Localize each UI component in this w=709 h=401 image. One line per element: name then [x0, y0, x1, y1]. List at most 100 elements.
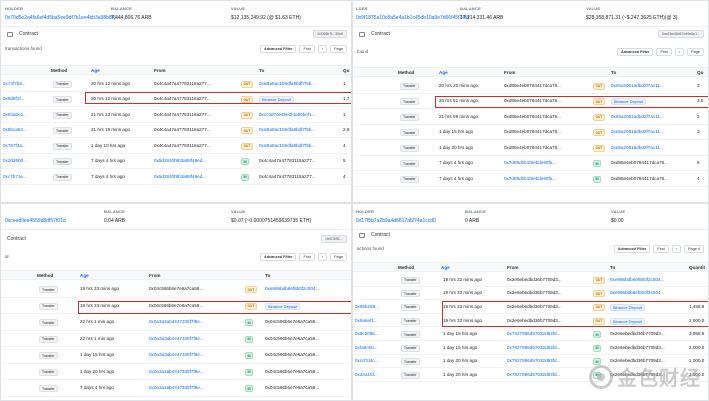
prev-page-button[interactable]: ‹ [671, 244, 681, 253]
contract-pill[interactable]: 0xD56b7f...30e8 [313, 30, 347, 38]
tx-to[interactable]: 0x04c566b6e7e6a7ca59... [265, 385, 320, 391]
tx-from[interactable]: 0x7927896d97032d83fd... [507, 371, 561, 377]
tx-from[interactable]: 0x2e6ebedbd36b7709d3... [507, 276, 562, 282]
tx-to[interactable]: 0x2e6ebedbd36b7709d3... [610, 358, 665, 364]
tx-from[interactable]: 0x0a3a3ab4447335f7f8e... [149, 335, 204, 341]
tx-hash-link[interactable]: 0x2d26b0... [3, 158, 28, 164]
tab-contract[interactable]: Contract [19, 31, 38, 37]
tx-to[interactable]: 0x04c566b6e7e6a7ca59... [265, 368, 320, 374]
col-age[interactable]: Age [439, 70, 448, 75]
tx-to[interactable]: 0xe5a2061adbd2f7ac11... [611, 82, 664, 88]
balance-value: 17,214,331.46 ARB [460, 15, 504, 21]
tx-hash-link[interactable]: 0x5cb08b... [355, 331, 379, 337]
tx-from[interactable]: 0x2e6ebedbd36b7709d3... [507, 290, 562, 296]
tx-from[interactable]: 0x5d2840f9b3a88f49ed... [154, 158, 207, 164]
prev-page-button[interactable]: ‹ [317, 44, 328, 53]
tx-to[interactable]: 0xe5a2061adbd2f7ac11... [611, 113, 664, 119]
prev-page-button[interactable]: ‹ [674, 47, 685, 56]
tx-to[interactable]: 0xe986bdb6ef8b0f2c504... [610, 290, 665, 296]
tx-from[interactable]: 0x4c4a47a47783118a277... [154, 127, 211, 133]
tx-to[interactable]: 0x2e6ebedbd36b7709d3... [610, 371, 665, 377]
tx-from[interactable]: 0x7927896d97032d83fd... [507, 358, 561, 364]
tx-to[interactable]: 0xe986bdb6ef8b0f2c504... [610, 276, 665, 282]
tx-from[interactable]: 0x2e6ebedbd36b7709d3... [507, 317, 562, 323]
tx-hash-link[interactable]: 0xcd7d4c... [355, 358, 379, 364]
tx-hash-link[interactable]: 0x9a6ef1... [355, 317, 378, 323]
tx-hash-link[interactable]: 0xfa8c50... [355, 344, 378, 350]
tx-to[interactable]: Binance Deposit [610, 303, 646, 311]
tx-to[interactable]: 0xe5a2061adbd2f7ac11... [611, 129, 664, 135]
tx-to[interactable]: 0xd85e4eb0784417dca76... [611, 175, 668, 181]
tx-to[interactable]: 0xd85e4eb0784417dca76... [611, 160, 668, 166]
tx-to[interactable]: 0x2e6ebedbd36b7709d3... [610, 331, 665, 337]
tx-from[interactable]: 0xd85e4eb0784417dca76... [504, 129, 561, 135]
contract-pill[interactable]: 0x9C83C... [321, 235, 347, 243]
tx-hash-link[interactable]: 0x63abe1... [3, 111, 28, 117]
tx-to[interactable]: 0xe5a2061adbd2f7ac11... [611, 144, 664, 150]
col-age[interactable]: Age [80, 273, 89, 278]
tx-to[interactable]: Binance Deposit [259, 96, 295, 104]
tx-hash-link[interactable]: 0x767f3a... [3, 142, 26, 148]
tx-from[interactable]: 0x7927896d97032d83fd... [507, 331, 561, 337]
tx-to[interactable]: 0x04c566b6e7e6a7ca59... [265, 352, 320, 358]
tx-hash-link[interactable]: 0x2ea1fd... [355, 371, 378, 377]
tx-from[interactable]: 0x0a3a3ab4447335f7f8e... [149, 352, 204, 358]
tx-from[interactable]: 0xd85e4eb0784417dca76... [504, 113, 561, 119]
tx-from[interactable]: 0x5d2840f9b3a88f49ed... [154, 173, 207, 179]
tx-from[interactable]: 0x4c4a47a47783118a277... [154, 80, 211, 86]
first-page-button[interactable]: First [299, 252, 315, 261]
tx-to[interactable]: 0xeBa8ac1b9dfa8bdf7f5b... [259, 127, 316, 133]
tx-from[interactable]: 0x7d89d2b1f6ebde80fe... [504, 175, 557, 181]
tx-from[interactable]: 0x2e6ebedbd36b7709d3... [507, 303, 562, 309]
tx-hash-link[interactable]: 0x98b289... [355, 303, 380, 309]
tx-to[interactable]: 0xe986bdb6ef8b0f2c504... [265, 286, 320, 292]
tab-contract[interactable]: Contract [371, 232, 390, 238]
tx-from[interactable]: 0x4c4a47a47783118a277... [154, 96, 211, 102]
tx-to[interactable]: Binance Deposit [610, 317, 646, 325]
holder-address[interactable]: 0x17f5b7a2b9a4d6817af274a1ccd0 [356, 218, 436, 224]
tx-from[interactable]: 0x0a3a3ab4447335f7f8e... [149, 368, 204, 374]
tx-to[interactable]: 0x04c566b6e7e6a7ca59... [265, 335, 320, 341]
tx-to[interactable]: 0xeBa8ac1b9dfa8bdf7f5b... [259, 142, 316, 148]
holder-address[interactable]: 0xceed9ee4559d8df57f01d [5, 218, 66, 224]
tx-hash-link[interactable]: 0x9d8f1f... [3, 96, 25, 102]
tx-from[interactable]: 0x7927896d97032d83fd... [507, 344, 561, 350]
tx-from[interactable]: 0x4c4a47a47783118a277... [154, 142, 211, 148]
first-page-button[interactable]: First [653, 244, 669, 253]
tx-from[interactable]: 0x04c566b6e7e6a7ca59... [149, 302, 204, 308]
advanced-filter-button[interactable]: Advanced Filter [616, 47, 654, 56]
tx-from[interactable]: 0xd85e4eb0784417dca76... [504, 144, 561, 150]
first-page-button[interactable]: First [656, 47, 672, 56]
tx-to[interactable]: Binance Deposit [265, 302, 301, 310]
tab-contract[interactable]: Contract [371, 31, 390, 37]
tx-from[interactable]: 0x0a3a3ab4447335f7f8e... [149, 385, 204, 391]
tx-from[interactable]: 0x7d89d2b1f6ebde80fe... [504, 160, 557, 166]
col-age[interactable]: Age [91, 68, 100, 73]
prev-page-button[interactable]: ‹ [317, 252, 328, 261]
tx-from[interactable]: 0x0a3a3ab4447335f7f8e... [149, 319, 204, 325]
tx-to[interactable]: 0x4c4a47a47783118a277... [259, 173, 316, 179]
tab-contract[interactable]: Contract [7, 236, 26, 242]
tx-toolbar: actions found Advanced Filter First ‹ Pa… [353, 243, 708, 254]
tx-from[interactable]: 0x04c566b6e7e6a7ca59... [149, 286, 204, 292]
advanced-filter-button[interactable]: Advanced Filter [613, 244, 651, 253]
tx-to[interactable]: 0xeBa8ac1b9dfa8bdf7f5b... [259, 80, 316, 86]
tx-from[interactable]: 0x4c4a47a47783118a277... [154, 111, 211, 117]
tx-from[interactable]: 0xd85e4eb0784417dca76... [504, 98, 561, 104]
contract-pill[interactable]: 0xeEbe45b57e99e6e1... [657, 30, 704, 38]
tx-hash-link[interactable]: 0xc7b71e... [3, 173, 27, 179]
advanced-filter-button[interactable]: Advanced Filter [259, 252, 297, 261]
tx-to[interactable]: 0x2e6ebedbd36b7709d3... [610, 344, 665, 350]
tx-to[interactable]: 0x04c566b6e7e6a7ca59... [265, 319, 320, 325]
tx-hash-link[interactable]: 0x74f7b8... [3, 80, 26, 86]
holder-address[interactable]: 0x70d5e2a4fa6ef4d5ba5ee9df7b1ee4bb3a98b8… [5, 15, 116, 21]
tx-to[interactable]: Binance Deposit [611, 98, 647, 106]
tx-to[interactable]: 0x4c4a47a47783118a277... [259, 158, 316, 164]
holder-address[interactable]: 0x9f1875a10c8a5e4a1b1c45db10a9e7d66f45f7… [356, 15, 470, 21]
tx-from[interactable]: 0xd85e4eb0784417dca76... [504, 82, 561, 88]
tx-to[interactable]: 0xcc3d7ce49e2f4a80bef1... [259, 111, 316, 117]
first-page-button[interactable]: First [299, 44, 315, 53]
col-age[interactable]: Age [441, 265, 450, 270]
tx-hash-link[interactable]: 0x8bca84... [3, 127, 27, 133]
advanced-filter-button[interactable]: Advanced Filter [259, 44, 297, 53]
